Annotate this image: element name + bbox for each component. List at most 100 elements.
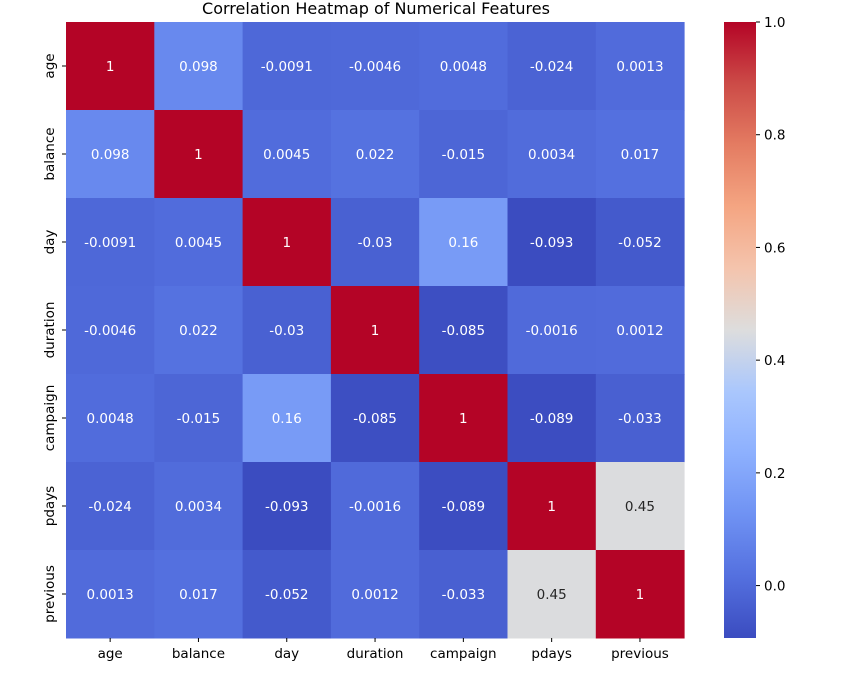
colorbar-ticks: 0.0 0.2 0.4 0.6 0.8 1.0 bbox=[756, 15, 785, 595]
cell-label: 0.0048 bbox=[440, 59, 487, 75]
cell-label: 0.0012 bbox=[616, 323, 663, 339]
cell-label: 0.16 bbox=[448, 235, 478, 251]
heatmap-cell bbox=[66, 374, 155, 463]
cell-label: -0.052 bbox=[265, 587, 309, 603]
cell-label: 1 bbox=[106, 59, 115, 75]
cell-label: 0.0045 bbox=[263, 147, 310, 163]
heatmap-cell bbox=[154, 374, 244, 463]
heatmap-cell bbox=[419, 462, 508, 551]
colorbar bbox=[724, 22, 756, 638]
colorbar-tick-label: 0.2 bbox=[764, 466, 785, 482]
cell-label: 0.0013 bbox=[616, 59, 663, 75]
cell-label: 1 bbox=[282, 235, 291, 251]
heatmap-cell bbox=[154, 462, 244, 551]
heatmap-cell bbox=[419, 286, 508, 375]
x-tick-label: pdays bbox=[531, 646, 571, 662]
heatmap-cell bbox=[419, 374, 508, 463]
y-tick-label: previous bbox=[42, 565, 58, 623]
cell-label: 0.16 bbox=[272, 411, 302, 427]
heatmap-cell bbox=[242, 374, 332, 463]
heatmap-cell bbox=[154, 110, 244, 199]
cell-label: -0.015 bbox=[177, 411, 221, 427]
cell-label: 0.017 bbox=[621, 147, 660, 163]
cell-label: 0.0048 bbox=[87, 411, 134, 427]
colorbar-tick-label: 0.4 bbox=[764, 353, 785, 369]
cell-label: 1 bbox=[194, 147, 203, 163]
y-tick-label: duration bbox=[42, 302, 58, 359]
heatmap-cell bbox=[330, 110, 420, 199]
heatmap-cell bbox=[242, 550, 332, 639]
heatmap-cell bbox=[154, 286, 244, 375]
cell-label: -0.085 bbox=[353, 411, 397, 427]
cell-label: 0.0034 bbox=[175, 499, 222, 515]
heatmap-cell bbox=[330, 198, 420, 287]
cell-label: 0.022 bbox=[356, 147, 395, 163]
colorbar-tick-label: 0.8 bbox=[764, 128, 785, 144]
heatmap-cell bbox=[507, 374, 597, 463]
cell-label: 0.0013 bbox=[87, 587, 134, 603]
heatmap-cell bbox=[419, 550, 508, 639]
heatmap-cell bbox=[419, 110, 508, 199]
cell-label: -0.085 bbox=[442, 323, 486, 339]
cell-label: -0.03 bbox=[358, 235, 393, 251]
y-tick-label: pdays bbox=[42, 486, 58, 526]
heatmap-cell bbox=[66, 462, 155, 551]
heatmap-cell bbox=[330, 550, 420, 639]
heatmap-cell bbox=[595, 462, 685, 551]
cell-label: 1 bbox=[636, 587, 645, 603]
x-tick-label: age bbox=[98, 646, 123, 662]
heatmap-cell bbox=[154, 550, 244, 639]
heatmap-cell bbox=[242, 22, 332, 111]
cell-label: -0.089 bbox=[530, 411, 574, 427]
cell-label: 1 bbox=[459, 411, 468, 427]
heatmap-cell bbox=[330, 22, 420, 111]
cell-label: -0.0016 bbox=[526, 323, 578, 339]
heatmap-cell bbox=[66, 22, 155, 111]
cell-label: 0.098 bbox=[91, 147, 130, 163]
cell-label: -0.0016 bbox=[349, 499, 401, 515]
cell-annotations: 1 0.098 -0.0091 -0.0046 0.0048 -0.024 0.0013 0.… bbox=[84, 59, 663, 603]
heatmap-cell bbox=[595, 286, 685, 375]
x-tick-label: campaign bbox=[430, 646, 497, 662]
cell-label: -0.093 bbox=[530, 235, 574, 251]
y-tick-label: day bbox=[42, 230, 58, 255]
cell-label: -0.033 bbox=[442, 587, 486, 603]
heatmap-cell bbox=[66, 286, 155, 375]
heatmap-cell bbox=[66, 198, 155, 287]
heatmap-cell bbox=[507, 110, 597, 199]
y-tick-label: balance bbox=[42, 127, 58, 180]
cell-label: -0.0046 bbox=[349, 59, 401, 75]
y-tick-label: age bbox=[42, 53, 58, 78]
heatmap-cell bbox=[595, 550, 685, 639]
x-tick-label: balance bbox=[172, 646, 225, 662]
heatmap-cell bbox=[507, 198, 597, 287]
cell-label: 0.0012 bbox=[351, 587, 398, 603]
y-tick-label: campaign bbox=[42, 385, 58, 452]
cell-label: -0.0091 bbox=[261, 59, 313, 75]
cell-label: -0.024 bbox=[530, 59, 574, 75]
heatmap-cell bbox=[595, 374, 685, 463]
cell-label: -0.052 bbox=[618, 235, 662, 251]
cell-label: 0.45 bbox=[537, 587, 567, 603]
cell-label: -0.033 bbox=[618, 411, 662, 427]
cell-label: 0.0034 bbox=[528, 147, 575, 163]
cell-label: 1 bbox=[547, 499, 556, 515]
cell-label: -0.0091 bbox=[84, 235, 136, 251]
cell-label: -0.093 bbox=[265, 499, 309, 515]
cell-label: 1 bbox=[371, 323, 380, 339]
cell-label: -0.015 bbox=[442, 147, 486, 163]
heatmap-cell bbox=[242, 462, 332, 551]
heatmap-cell bbox=[507, 550, 597, 639]
heatmap-cell bbox=[242, 110, 332, 199]
colorbar-tick-label: 0.6 bbox=[764, 240, 785, 256]
x-tick-label: duration bbox=[347, 646, 404, 662]
heatmap-cell bbox=[242, 198, 332, 287]
heatmap-cell bbox=[595, 198, 685, 287]
x-tick-label: previous bbox=[611, 646, 669, 662]
cell-label: -0.0046 bbox=[84, 323, 136, 339]
heatmap-cell bbox=[330, 374, 420, 463]
cell-label: 0.45 bbox=[625, 499, 655, 515]
heatmap-cell bbox=[242, 286, 332, 375]
colorbar-tick-label: 0.0 bbox=[764, 579, 785, 595]
cell-label: 0.022 bbox=[179, 323, 218, 339]
